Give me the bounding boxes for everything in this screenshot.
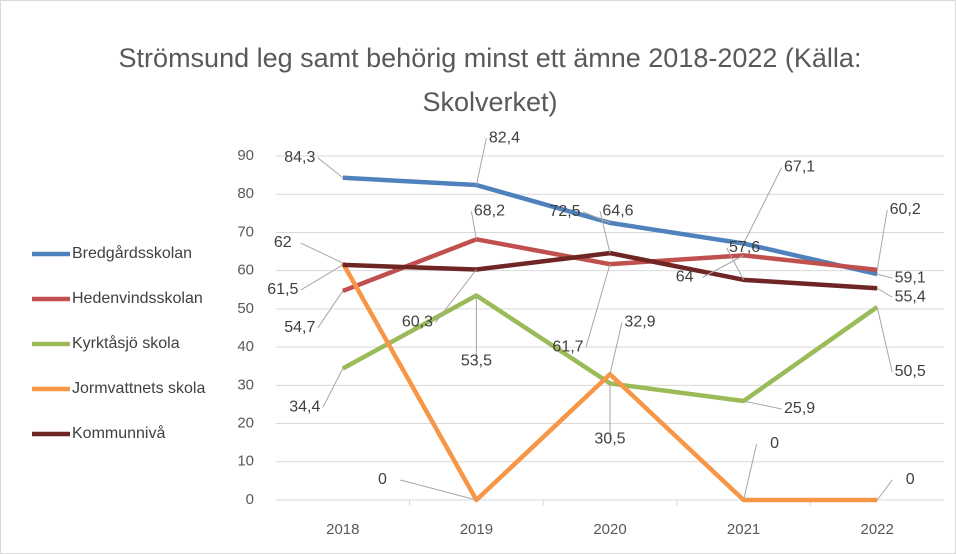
y-tick-label: 10 — [237, 453, 254, 470]
leader-line — [435, 269, 477, 323]
x-tick-label: 2020 — [593, 521, 626, 538]
y-tick-label: 50 — [237, 300, 254, 317]
leader-line — [743, 443, 758, 501]
data-label: 82,4 — [489, 129, 520, 146]
x-tick-label: 2021 — [727, 521, 760, 538]
leader-line — [876, 209, 888, 270]
leader-line — [470, 211, 477, 240]
legend-label: Kommunnivå — [72, 424, 165, 442]
data-label: 30,5 — [594, 431, 625, 448]
leader-line — [743, 400, 782, 410]
data-label: 72,5 — [549, 203, 580, 220]
data-label: 67,1 — [784, 159, 815, 176]
data-label: 32,9 — [624, 313, 655, 330]
chart-title: Strömsund leg samt behörig minst ett ämn… — [118, 43, 862, 117]
leader-line — [475, 137, 487, 186]
y-tick-label: 80 — [237, 185, 254, 202]
data-label: 84,3 — [284, 149, 315, 166]
data-label: 54,7 — [284, 319, 315, 336]
data-label: 55,4 — [895, 288, 926, 305]
leader-line — [300, 242, 344, 264]
leader-line — [322, 368, 344, 408]
data-label: 0 — [378, 471, 387, 488]
data-label: 64 — [676, 269, 694, 286]
y-tick-label: 20 — [237, 415, 254, 432]
data-label: 61,5 — [267, 281, 298, 298]
leader-line — [877, 273, 893, 279]
legend-label: Kyrktåsjö skola — [72, 334, 180, 352]
leader-line — [743, 167, 783, 244]
legend-label: Hedenvindsskolan — [72, 290, 203, 307]
leader-line — [609, 322, 623, 375]
data-label: 50,5 — [895, 363, 926, 380]
data-label: 0 — [906, 471, 915, 488]
legend-label: Bredgårdsskolan — [72, 244, 192, 262]
y-tick-label: 70 — [237, 223, 254, 240]
x-tick-label: 2019 — [460, 521, 493, 538]
data-label: 0 — [770, 435, 779, 452]
leader-line — [317, 290, 344, 329]
data-label: 57,6 — [729, 239, 760, 256]
series-line — [341, 293, 879, 404]
data-label: 64,6 — [602, 202, 633, 219]
y-tick-label: 40 — [237, 338, 254, 355]
data-label: 53,5 — [461, 353, 492, 370]
data-label: 60,2 — [890, 201, 921, 218]
leader-line — [582, 211, 611, 224]
leader-line — [317, 157, 344, 179]
leader-line — [300, 264, 344, 291]
leader-line — [702, 254, 744, 278]
y-tick-label: 0 — [246, 491, 254, 508]
leader-line — [876, 306, 893, 373]
series-line — [340, 261, 878, 503]
series-line — [342, 175, 878, 277]
data-label: 60,3 — [402, 314, 433, 331]
leader-line — [876, 479, 893, 501]
data-label: 68,2 — [474, 203, 505, 220]
leader-line — [400, 479, 477, 501]
data-label: 34,4 — [289, 399, 320, 416]
leader-line — [599, 210, 611, 254]
leader-line — [726, 247, 745, 281]
y-tick-label: 30 — [237, 376, 254, 393]
x-tick-label: 2018 — [326, 521, 359, 538]
leader-line — [585, 264, 611, 348]
data-label: 62 — [274, 234, 292, 251]
data-label: 61,7 — [552, 338, 583, 355]
leader-line — [876, 287, 893, 298]
data-label: 59,1 — [895, 269, 926, 286]
data-label: 25,9 — [784, 400, 815, 417]
y-tick-label: 60 — [237, 262, 254, 279]
x-tick-label: 2022 — [861, 521, 894, 538]
y-tick-label: 90 — [237, 147, 254, 164]
legend-label: Jormvattnets skola — [72, 380, 205, 397]
